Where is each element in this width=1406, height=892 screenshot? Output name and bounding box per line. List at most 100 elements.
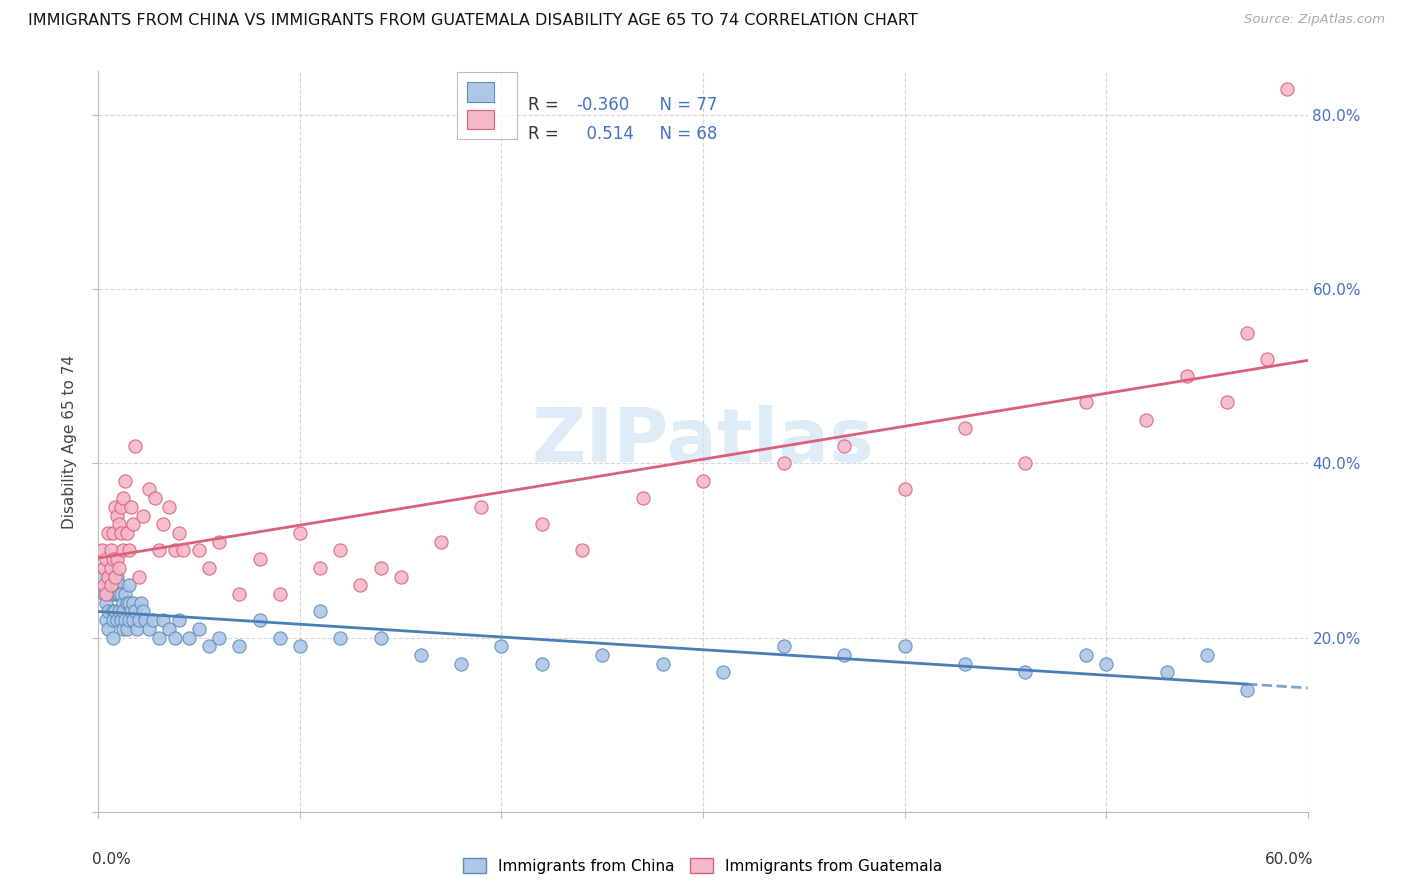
Point <box>288 639 311 653</box>
Point <box>1135 413 1157 427</box>
Point <box>309 561 332 575</box>
Point <box>105 569 128 583</box>
Point <box>96 613 118 627</box>
Point <box>118 578 141 592</box>
Point <box>370 631 392 645</box>
Point <box>163 631 186 645</box>
Point <box>591 648 613 662</box>
Point <box>228 587 250 601</box>
Point <box>470 500 492 514</box>
Point <box>711 665 734 680</box>
Point <box>101 613 124 627</box>
Point <box>96 596 118 610</box>
Legend: , : , <box>457 72 517 139</box>
Point <box>110 587 132 601</box>
Y-axis label: Disability Age 65 to 74: Disability Age 65 to 74 <box>62 354 77 529</box>
Point <box>530 517 553 532</box>
Point <box>97 569 120 583</box>
Point <box>1095 657 1118 671</box>
Point <box>1195 648 1218 662</box>
Point <box>103 604 125 618</box>
Point <box>1074 648 1097 662</box>
Point <box>208 631 231 645</box>
Point <box>91 543 114 558</box>
Point <box>152 517 174 532</box>
Point <box>107 561 129 575</box>
Point <box>107 517 129 532</box>
Point <box>115 596 138 610</box>
Point <box>120 604 142 618</box>
Point <box>132 508 155 523</box>
Point <box>1216 395 1239 409</box>
Point <box>110 500 132 514</box>
Point <box>269 587 291 601</box>
Point <box>409 648 432 662</box>
Point <box>118 613 141 627</box>
Point <box>103 578 125 592</box>
Point <box>269 631 291 645</box>
Text: N = 68: N = 68 <box>648 125 717 143</box>
Point <box>120 500 142 514</box>
Text: -0.360: -0.360 <box>576 95 630 113</box>
Point <box>101 552 124 566</box>
Point <box>172 543 194 558</box>
Point <box>101 631 124 645</box>
Point <box>530 657 553 671</box>
Point <box>893 639 915 653</box>
Point <box>118 543 141 558</box>
Point <box>157 500 180 514</box>
Point <box>138 483 160 497</box>
Point <box>100 569 122 583</box>
Point <box>450 657 472 671</box>
Point <box>491 639 513 653</box>
Point <box>97 604 120 618</box>
Point <box>121 596 143 610</box>
Point <box>893 483 915 497</box>
Point <box>105 613 128 627</box>
Point <box>651 657 673 671</box>
Point <box>249 613 271 627</box>
Point <box>121 613 143 627</box>
Point <box>167 613 190 627</box>
Point <box>1256 351 1278 366</box>
Point <box>105 508 128 523</box>
Point <box>111 622 134 636</box>
Point <box>96 587 118 601</box>
Point <box>288 526 311 541</box>
Point <box>1236 682 1258 697</box>
Point <box>115 622 138 636</box>
Point <box>157 622 180 636</box>
Point <box>105 587 128 601</box>
Text: 0.514: 0.514 <box>576 125 634 143</box>
Point <box>124 439 146 453</box>
Point <box>349 578 371 592</box>
Point <box>118 596 141 610</box>
Point <box>114 474 136 488</box>
Point <box>111 491 134 505</box>
Point <box>370 561 392 575</box>
Point <box>107 604 129 618</box>
Point <box>198 639 221 653</box>
Point <box>93 561 115 575</box>
Point <box>111 543 134 558</box>
Point <box>114 587 136 601</box>
Point <box>100 543 122 558</box>
Text: R =: R = <box>527 95 564 113</box>
Point <box>105 552 128 566</box>
Point <box>138 622 160 636</box>
Text: 60.0%: 60.0% <box>1265 853 1313 867</box>
Point <box>111 604 134 618</box>
Point <box>692 474 714 488</box>
Point <box>96 552 118 566</box>
Point <box>148 631 170 645</box>
Point <box>128 569 150 583</box>
Point <box>152 613 174 627</box>
Point <box>179 631 201 645</box>
Point <box>167 526 190 541</box>
Point <box>1277 82 1299 96</box>
Point <box>329 631 352 645</box>
Point <box>111 596 134 610</box>
Point <box>101 604 124 618</box>
Text: Source: ZipAtlas.com: Source: ZipAtlas.com <box>1244 13 1385 27</box>
Point <box>1014 456 1036 470</box>
